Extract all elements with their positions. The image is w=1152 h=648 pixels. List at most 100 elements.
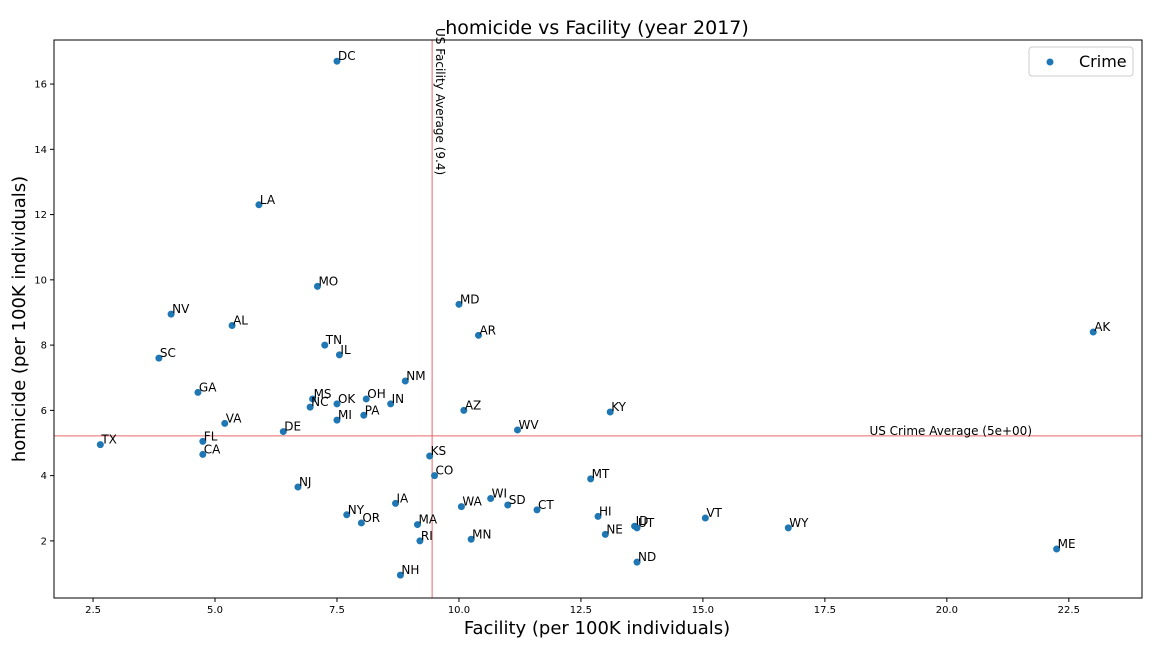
data-point-label-mo: MO (318, 274, 338, 288)
data-point-label-hi: HI (599, 504, 612, 518)
data-point-label-oh: OH (367, 387, 385, 401)
data-point-label-nd: ND (638, 550, 656, 564)
data-point-ky (606, 408, 614, 416)
data-point-nc (306, 403, 314, 411)
data-point-label-id: ID (636, 514, 649, 528)
data-point-ia (392, 499, 400, 507)
data-point-az (460, 406, 468, 414)
data-point-label-ak: AK (1094, 320, 1111, 334)
data-point-label-md: MD (460, 292, 480, 306)
plot-frame (53, 39, 1143, 599)
y-tick-label: 14 (34, 145, 47, 156)
data-point-fl (199, 437, 207, 445)
data-point-label-tx: TX (100, 433, 117, 447)
data-point-md (455, 300, 463, 308)
data-point-ms (309, 395, 317, 403)
y-tick-label: 12 (34, 210, 47, 221)
legend-marker (1046, 58, 1054, 66)
data-point-label-mt: MT (592, 467, 610, 481)
data-point-label-de: DE (284, 420, 301, 434)
data-point-wy (784, 524, 792, 532)
data-point-label-va: VA (226, 411, 242, 425)
data-point-hi (594, 512, 602, 520)
x-tick-label: 7.5 (329, 605, 345, 616)
x-tick-label: 10.0 (448, 605, 470, 616)
data-point-ne (601, 530, 609, 538)
y-tick-label: 16 (34, 80, 47, 91)
data-point-label-sc: SC (160, 346, 176, 360)
y-tick-label: 6 (41, 406, 47, 417)
data-point-pa (360, 411, 368, 419)
data-point-label-ks: KS (431, 444, 447, 458)
y-axis-ticks: 2 4 6 8 10 12 14 16 (34, 80, 54, 547)
data-point-label-ar: AR (479, 323, 496, 337)
x-axis-title: Facility (per 100K individuals) (464, 618, 730, 639)
data-point-label-ri: RI (421, 529, 433, 543)
data-point-label-nv: NV (172, 302, 190, 316)
data-point-label-wy: WY (789, 516, 809, 530)
data-point-label-tn: TN (325, 333, 342, 347)
data-point-label-ne: NE (606, 522, 623, 536)
data-point-label-dc: DC (338, 49, 356, 63)
y-tick-label: 4 (41, 471, 47, 482)
chart-title: homicide vs Facility (year 2017) (445, 17, 749, 39)
data-point-mo (313, 282, 321, 290)
data-point-wa (457, 503, 465, 511)
data-point-label-ca: CA (204, 442, 221, 456)
data-point-vt (701, 514, 709, 522)
data-point-label-az: AZ (465, 398, 481, 412)
data-point-label-mn: MN (472, 527, 491, 541)
data-point-ks (426, 452, 434, 460)
data-point-label-fl: FL (204, 429, 218, 443)
data-point-label-pa: PA (365, 403, 380, 417)
data-point-label-ut: UT (638, 516, 655, 530)
data-point-label-co: CO (436, 464, 454, 478)
data-point-label-la: LA (260, 193, 276, 207)
y-tick-label: 2 (41, 536, 47, 547)
data-point-nj (294, 483, 302, 491)
data-point-ut (633, 524, 641, 532)
data-point-ma (413, 521, 421, 529)
data-point-nd (633, 558, 641, 566)
data-point-mi (333, 416, 341, 424)
legend-box (1028, 46, 1134, 77)
data-point-label-mi: MI (338, 408, 352, 422)
reference-lines: US Facility Average (9.4) US Crime Averag… (54, 28, 1142, 598)
data-points (96, 57, 1097, 579)
data-point-in (387, 400, 395, 408)
data-point-mn (467, 535, 475, 543)
y-tick-label: 10 (34, 275, 47, 286)
data-point-ak (1089, 328, 1097, 336)
data-point-mt (587, 475, 595, 483)
data-point-label-or: OR (362, 511, 380, 525)
us-crime-average-label: US Crime Average (5e+00) (869, 424, 1032, 438)
data-point-label-wv: WV (518, 418, 539, 432)
data-point-il (335, 351, 343, 359)
x-tick-label: 5.0 (207, 605, 223, 616)
data-point-ar (474, 331, 482, 339)
data-point-nv (167, 310, 175, 318)
data-point-label-ma: MA (418, 513, 437, 527)
data-point-label-al: AL (233, 314, 248, 328)
data-point-label-nj: NJ (299, 475, 312, 489)
data-point-label-ga: GA (199, 380, 217, 394)
data-point-va (221, 419, 229, 427)
x-tick-label: 2.5 (85, 605, 101, 616)
data-point-label-ky: KY (611, 400, 626, 414)
data-point-label-ok: OK (338, 392, 356, 406)
data-point-label-il: IL (340, 343, 351, 357)
data-point-tn (321, 341, 329, 349)
data-point-ca (199, 450, 207, 458)
data-point-oh (362, 395, 370, 403)
data-point-tx (96, 441, 104, 449)
data-point-ga (194, 388, 202, 396)
data-point-ok (333, 400, 341, 408)
data-point-sd (504, 501, 512, 509)
data-point-de (279, 428, 287, 436)
data-point-co (431, 472, 439, 480)
data-point-or (357, 519, 365, 527)
data-point-al (228, 322, 236, 330)
x-axis-ticks: 2.5 5.0 7.5 10.0 12.5 15.0 17.5 20.0 22.5 (85, 598, 1080, 616)
data-point-sc (155, 354, 163, 362)
